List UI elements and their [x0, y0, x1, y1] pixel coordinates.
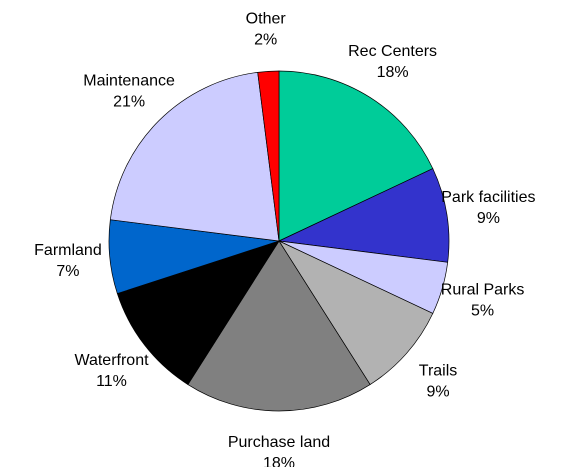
pie-slice	[278, 240, 434, 386]
slice-value-label: 7%	[56, 263, 79, 280]
slice-label: Maintenance	[83, 72, 175, 89]
slice-value-label: 18%	[263, 455, 295, 467]
slice-value-label: 9%	[426, 383, 449, 400]
slice-value-label: 21%	[113, 93, 145, 110]
pie-slice	[116, 240, 280, 386]
slice-value-label: 9%	[477, 210, 500, 227]
pie-slice	[257, 70, 280, 242]
slice-label: Purchase land	[228, 434, 330, 451]
slice-label: Rec Centers	[348, 43, 437, 60]
pie-slice	[278, 70, 434, 242]
slice-value-label: 11%	[96, 373, 127, 390]
pie-slice	[187, 240, 371, 412]
pie-slice	[277, 168, 450, 263]
slice-label: Other	[246, 11, 287, 28]
slice-label: Park facilities	[441, 189, 535, 206]
slice-value-label: 18%	[377, 64, 409, 81]
pie-slice	[109, 71, 280, 242]
slice-label: Waterfront	[74, 352, 149, 369]
slice-label: Trails	[419, 362, 458, 379]
slice-value-label: 2%	[254, 32, 277, 49]
slice-label: Farmland	[34, 242, 102, 259]
slice-label: Rural Parks	[441, 281, 525, 298]
slice-value-label: 5%	[471, 302, 494, 319]
